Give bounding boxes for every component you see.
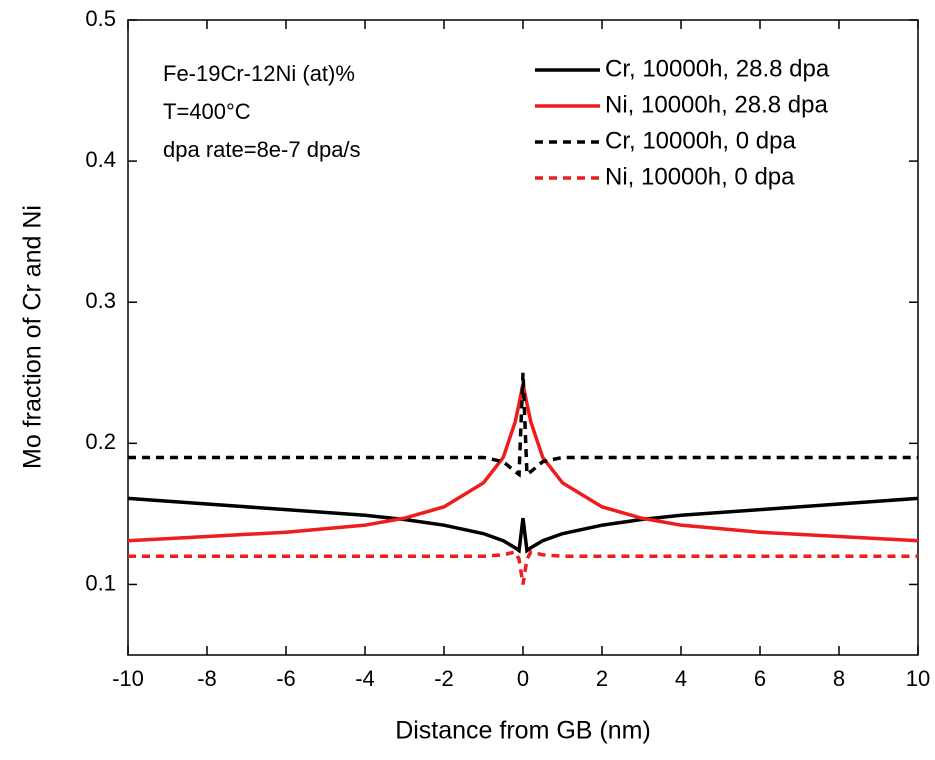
x-tick-label: 4 — [675, 666, 687, 691]
y-tick-label: 0.4 — [85, 147, 116, 172]
x-tick-label: 0 — [517, 666, 529, 691]
annotation: T=400°C — [163, 99, 251, 124]
y-axis-label: Mo fraction of Cr and Ni — [19, 205, 47, 469]
x-tick-label: -6 — [276, 666, 296, 691]
legend-label: Ni, 10000h, 28.8 dpa — [605, 91, 828, 118]
x-tick-label: -8 — [197, 666, 217, 691]
x-tick-label: -4 — [355, 666, 375, 691]
annotation: dpa rate=8e-7 dpa/s — [163, 137, 361, 162]
x-tick-label: 10 — [906, 666, 930, 691]
y-tick-label: 0.3 — [85, 288, 116, 313]
x-tick-label: -10 — [112, 666, 144, 691]
x-axis-label: Distance from GB (nm) — [395, 717, 651, 745]
annotation: Fe-19Cr-12Ni (at)% — [163, 61, 355, 86]
legend-label: Cr, 10000h, 0 dpa — [605, 127, 796, 154]
series-line — [128, 549, 918, 585]
x-tick-label: -2 — [434, 666, 454, 691]
y-tick-label: 0.2 — [85, 429, 116, 454]
legend-label: Cr, 10000h, 28.8 dpa — [605, 55, 830, 82]
series-line — [127, 496, 919, 554]
y-tick-label: 0.1 — [85, 570, 116, 595]
y-tick-label: 0.5 — [85, 6, 116, 31]
legend-label: Ni, 10000h, 0 dpa — [605, 163, 795, 190]
series-line — [128, 372, 918, 478]
x-tick-label: 6 — [754, 666, 766, 691]
x-tick-label: 8 — [833, 666, 845, 691]
x-tick-label: 2 — [596, 666, 608, 691]
